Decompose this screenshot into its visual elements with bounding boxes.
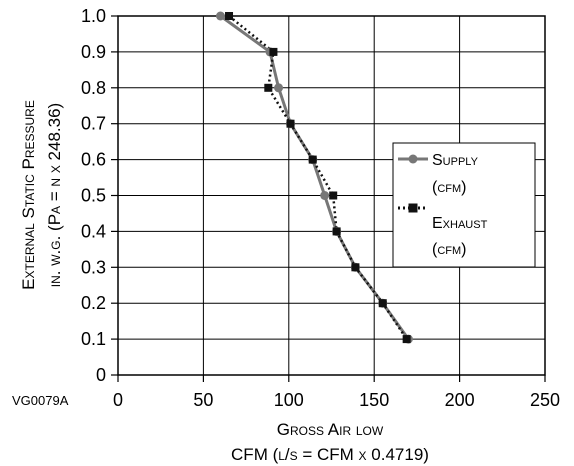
y-tick-label: 1.0 bbox=[81, 6, 106, 26]
x-tick-label: 100 bbox=[274, 390, 304, 410]
series-line-exhaust bbox=[228, 15, 408, 340]
y-tick-label: 0.3 bbox=[81, 257, 106, 277]
data-point-exhaust bbox=[308, 155, 317, 164]
data-point-exhaust bbox=[351, 263, 360, 272]
y-tick-label: 0 bbox=[96, 365, 106, 385]
data-point-exhaust bbox=[332, 227, 341, 236]
data-point-exhaust bbox=[378, 299, 387, 308]
x-tick-label: 50 bbox=[193, 390, 213, 410]
legend-label-supply: Supply bbox=[432, 152, 479, 169]
y-tick-label: 0.4 bbox=[81, 221, 106, 241]
data-point-exhaust bbox=[329, 191, 338, 200]
x-tick-label: 250 bbox=[530, 390, 560, 410]
y-tick-labels: 0 0.1 0.2 0.3 0.4 0.5 0.6 0.7 0.8 0.9 1.0 bbox=[81, 6, 118, 385]
y-tick-label: 0.1 bbox=[81, 329, 106, 349]
legend-label-exhaust: Exhaust bbox=[432, 215, 488, 232]
x-axis-subtitle: CFM (l/s = CFM x 0.4719) bbox=[231, 445, 429, 464]
series-group bbox=[215, 11, 413, 344]
figure-code: VG0079A bbox=[12, 393, 69, 408]
legend-label-exhaust-unit: (cfm) bbox=[432, 241, 466, 258]
x-tick-label: 0 bbox=[113, 390, 123, 410]
data-point-exhaust bbox=[286, 119, 295, 128]
x-tick-label: 150 bbox=[359, 390, 389, 410]
y-tick-label: 0.6 bbox=[81, 150, 106, 170]
x-tick-labels: 0 50 100 150 200 250 bbox=[113, 375, 560, 410]
data-point-supply bbox=[274, 83, 284, 93]
y-tick-label: 0.5 bbox=[81, 186, 106, 206]
series-line-supply bbox=[219, 14, 410, 340]
y-tick-label: 0.9 bbox=[81, 42, 106, 62]
legend-marker-exhaust bbox=[408, 203, 418, 213]
data-point-exhaust bbox=[225, 12, 234, 20]
legend-label-supply-unit: (cfm) bbox=[432, 179, 466, 196]
x-tick-label: 200 bbox=[445, 390, 475, 410]
y-axis-subtitle: in. w.g. (Pa = n x 248.36) bbox=[45, 103, 64, 287]
y-tick-label: 0.2 bbox=[81, 293, 106, 313]
legend: Supply (cfm) Exhaust (cfm) bbox=[392, 142, 536, 268]
data-point-supply bbox=[320, 191, 330, 200]
data-point-exhaust bbox=[264, 83, 273, 92]
data-point-supply bbox=[215, 11, 225, 21]
data-point-exhaust bbox=[269, 47, 278, 56]
data-point-exhaust bbox=[402, 335, 411, 344]
legend-marker-supply bbox=[408, 154, 418, 164]
y-axis-title: External Static Pressure bbox=[19, 100, 38, 290]
y-tick-label: 0.7 bbox=[81, 114, 106, 134]
x-axis-title: Gross Air low bbox=[277, 420, 384, 439]
y-tick-label: 0.8 bbox=[81, 78, 106, 98]
